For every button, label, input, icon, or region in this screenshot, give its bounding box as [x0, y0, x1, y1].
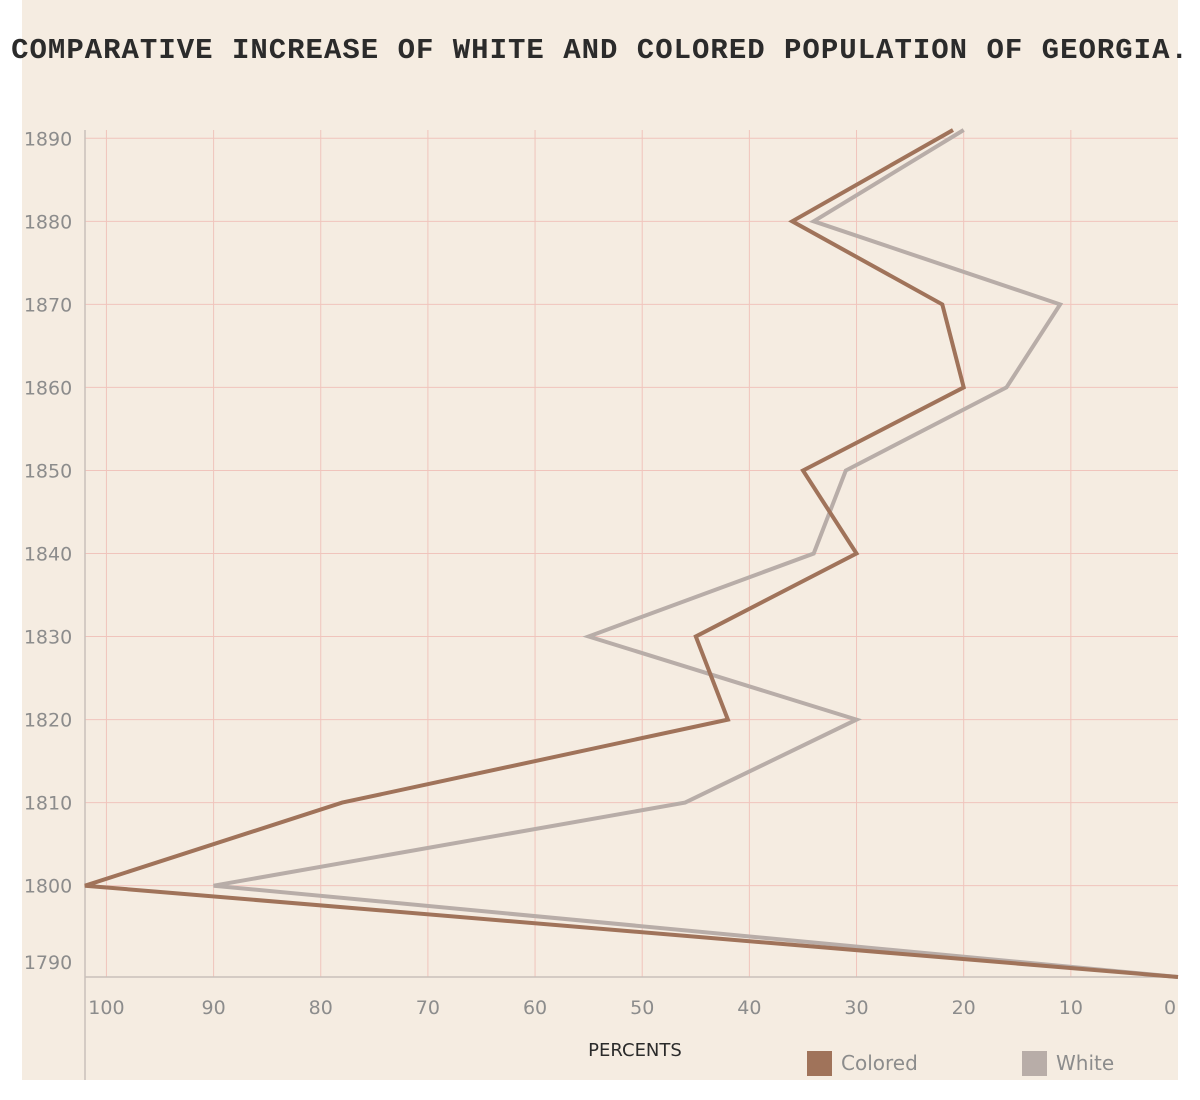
y-tick-1810: 1810: [24, 793, 72, 815]
x-axis-label: PERCENTS: [588, 1040, 682, 1061]
series-line-colored: [84, 128, 1179, 979]
legend-item-colored: Colored: [807, 1050, 918, 1076]
x-tick-10: 10: [1059, 997, 1083, 1019]
x-tick-labels: 100 90 80 70 60 50 40 30 20 10 0: [88, 997, 1176, 1019]
x-tick-90: 90: [201, 997, 225, 1019]
grid-lines: [85, 130, 1178, 977]
x-tick-50: 50: [630, 997, 654, 1019]
x-tick-20: 20: [952, 997, 976, 1019]
x-tick-80: 80: [309, 997, 333, 1019]
legend-label-white: White: [1056, 1051, 1115, 1075]
y-tick-1870: 1870: [24, 294, 72, 316]
chart-background: [22, 0, 1178, 1080]
legend-label-colored: Colored: [841, 1051, 918, 1075]
y-tick-1820: 1820: [24, 710, 72, 732]
x-tick-30: 30: [844, 997, 868, 1019]
y-tick-1890: 1890: [24, 128, 72, 150]
axes: [84, 130, 1178, 1080]
y-tick-1850: 1850: [24, 460, 72, 482]
y-tick-1800: 1800: [24, 876, 72, 898]
y-tick-1840: 1840: [24, 544, 72, 566]
y-tick-1860: 1860: [24, 377, 72, 399]
y-tick-1790: 1790: [24, 952, 72, 974]
chart-title: COMPARATIVE INCREASE OF WHITE AND COLORE…: [11, 34, 1189, 67]
x-tick-70: 70: [416, 997, 440, 1019]
x-tick-60: 60: [523, 997, 547, 1019]
series-lines: [84, 128, 1179, 979]
legend-swatch-white: [1022, 1050, 1047, 1076]
x-tick-100: 100: [88, 997, 124, 1019]
y-tick-1830: 1830: [24, 627, 72, 649]
y-tick-1880: 1880: [24, 211, 72, 233]
x-tick-0: 0: [1164, 997, 1176, 1019]
legend-item-white: White: [1022, 1050, 1114, 1076]
y-tick-labels: 1890 1880 1870 1860 1850 1840 1830 1820 1810 1800…: [24, 128, 72, 974]
series-line-white: [213, 128, 1179, 979]
x-tick-40: 40: [737, 997, 761, 1019]
legend-swatch-colored: [807, 1050, 832, 1076]
